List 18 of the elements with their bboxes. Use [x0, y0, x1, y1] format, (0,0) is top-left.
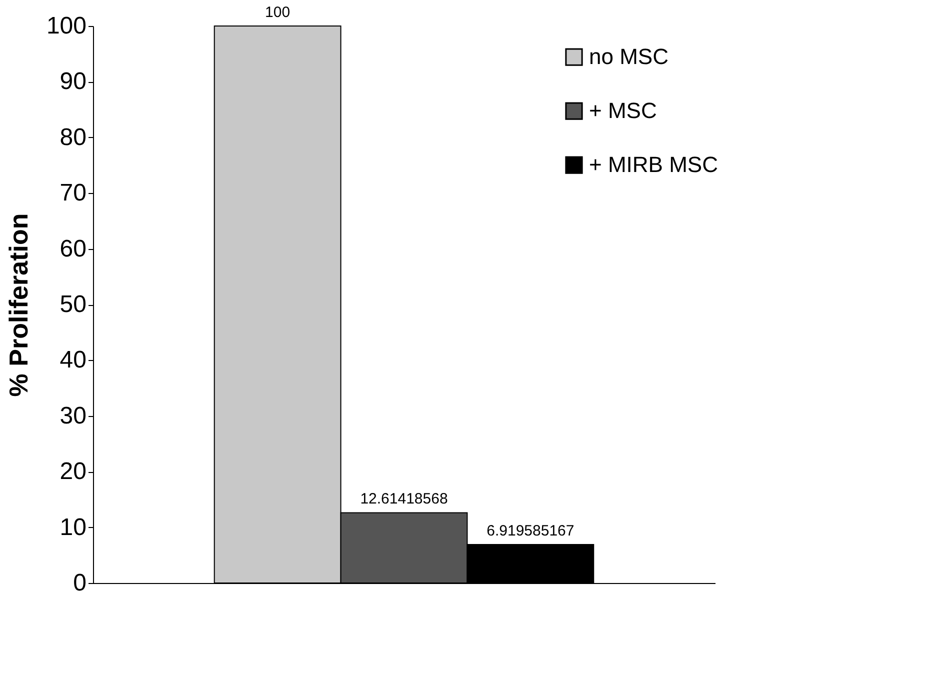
y-tick-label: 0 — [73, 570, 86, 596]
legend-label: + MIRB MSC — [589, 152, 718, 177]
y-tick-label: 70 — [60, 180, 86, 207]
y-tick-label: 10 — [60, 514, 86, 541]
data-label: 12.61418568 — [360, 490, 448, 508]
data-label: 6.919585167 — [486, 522, 574, 540]
y-tick-label: 90 — [60, 68, 86, 96]
y-tick-label: 60 — [60, 235, 86, 262]
data-label: 100 — [265, 4, 290, 21]
legend-label: no MSC — [589, 44, 669, 69]
legend-label: + MSC — [589, 98, 657, 123]
y-tick-label: 100 — [46, 12, 86, 40]
y-tick-label: 80 — [60, 124, 86, 151]
y-tick-label: 30 — [60, 402, 86, 430]
y-axis-title: % Proliferation — [3, 213, 34, 397]
y-tick-label: 50 — [60, 291, 86, 318]
y-tick-label: 20 — [60, 458, 86, 486]
y-tick-label: 40 — [60, 346, 86, 374]
